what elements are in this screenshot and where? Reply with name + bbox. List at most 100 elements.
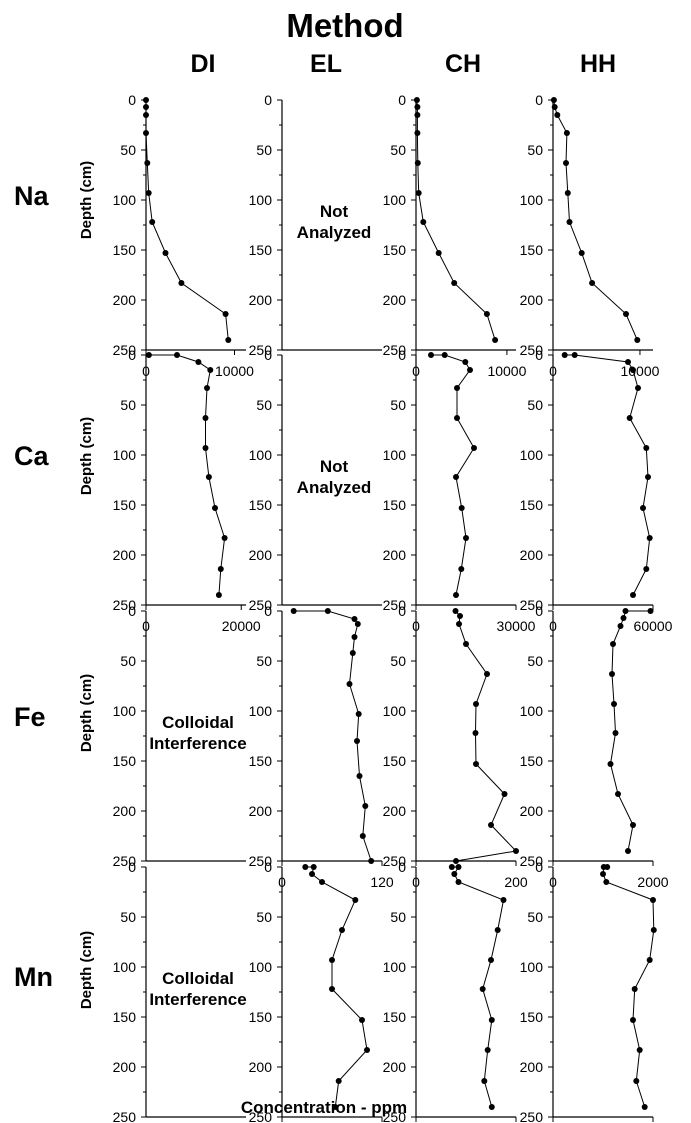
- data-point: [329, 957, 335, 963]
- data-point: [561, 352, 568, 358]
- data-point: [600, 871, 606, 877]
- y-tick-label: 50: [120, 397, 136, 413]
- y-tick-label: 150: [383, 753, 407, 769]
- data-point: [352, 897, 359, 903]
- panel-mn-hh: 0501001502002500600: [520, 859, 657, 1123]
- data-point: [633, 1078, 640, 1084]
- x-tick-label: 10000: [620, 363, 659, 379]
- data-point: [452, 608, 459, 614]
- data-point: [290, 608, 297, 614]
- y-tick-label: 150: [249, 753, 273, 769]
- data-point: [571, 352, 578, 358]
- data-point: [615, 791, 621, 797]
- x-tick-label: 10000: [487, 363, 526, 379]
- data-point: [453, 474, 459, 480]
- y-tick-label: 100: [113, 447, 137, 463]
- y-tick-label: 150: [113, 497, 137, 513]
- data-point: [335, 1078, 342, 1084]
- data-point: [455, 879, 462, 885]
- panel-ca-hh: 050100150200250060000: [520, 347, 673, 634]
- data-point: [205, 474, 212, 480]
- y-tick-label: 250: [383, 342, 407, 358]
- y-tick-label: 150: [520, 1009, 544, 1025]
- data-point: [650, 897, 656, 903]
- y-tick-label: 200: [249, 803, 273, 819]
- data-point: [612, 730, 619, 736]
- panel-mn-ch: 0501001502002500600: [383, 859, 517, 1123]
- data-point: [488, 822, 494, 828]
- y-axis-label-mn: Depth (cm): [78, 931, 95, 1009]
- y-tick-label: 150: [249, 1009, 273, 1025]
- data-point: [346, 681, 353, 687]
- data-point: [222, 311, 229, 317]
- data-point: [643, 445, 650, 451]
- y-tick-label: 250: [520, 853, 544, 869]
- y-tick-label: 100: [383, 192, 407, 208]
- y-tick-label: 0: [398, 92, 406, 108]
- panel-na-di: 050100150200250010000: [113, 92, 255, 379]
- data-point: [202, 415, 209, 421]
- y-tick-label: 200: [113, 1059, 137, 1075]
- data-point: [623, 311, 629, 317]
- series-line: [416, 99, 496, 341]
- data-point: [453, 858, 459, 864]
- data-point: [500, 897, 507, 903]
- data-point: [462, 359, 469, 365]
- y-tick-label: 250: [113, 342, 137, 358]
- data-point: [620, 615, 627, 621]
- data-point: [471, 445, 477, 451]
- data-point: [646, 957, 653, 963]
- data-point: [356, 773, 363, 779]
- data-point: [302, 864, 309, 870]
- data-point: [551, 104, 558, 110]
- y-tick-label: 250: [249, 853, 273, 869]
- y-tick-label: 200: [113, 803, 137, 819]
- y-tick-label: 250: [113, 853, 137, 869]
- column-header-di: DI: [191, 50, 216, 78]
- panel-ca-ch: 050100150200250030000: [383, 347, 536, 634]
- data-point: [332, 1104, 339, 1110]
- y-tick-label: 0: [264, 92, 272, 108]
- row-label-ca: Ca: [14, 441, 49, 471]
- data-point: [625, 359, 631, 365]
- y-tick-label: 250: [249, 1109, 273, 1123]
- y-tick-label: 50: [256, 653, 272, 669]
- data-point: [413, 97, 420, 103]
- y-tick-label: 0: [264, 603, 272, 619]
- row-label-fe: Fe: [14, 702, 46, 732]
- panel-mn-di: 0 50 100 150 200 250 Colloidal Interference: [113, 859, 247, 1123]
- data-point: [603, 879, 610, 885]
- data-point: [162, 250, 169, 256]
- data-point: [600, 864, 607, 870]
- y-tick-label: 0: [398, 859, 406, 875]
- data-point: [463, 641, 469, 647]
- panel-fe-hh: 05010015020025002000: [520, 603, 669, 890]
- data-point: [145, 352, 152, 358]
- data-point: [625, 848, 631, 854]
- data-point: [309, 871, 315, 877]
- data-point: [563, 130, 570, 136]
- data-point: [178, 280, 185, 286]
- y-tick-label: 150: [383, 1009, 407, 1025]
- y-tick-label: 150: [249, 497, 273, 513]
- data-point: [212, 505, 218, 511]
- data-point: [351, 616, 358, 622]
- y-tick-label: 150: [249, 242, 273, 258]
- panel-fe-el: 0501001502002500120: [249, 603, 394, 890]
- y-tick-label: 200: [520, 547, 544, 563]
- data-point: [513, 848, 519, 854]
- data-point: [217, 566, 224, 572]
- y-tick-label: 50: [527, 142, 543, 158]
- data-point: [414, 104, 421, 110]
- data-point: [488, 1104, 495, 1110]
- panel-ca-di: 050100150200250020000: [113, 347, 261, 634]
- y-tick-label: 50: [256, 142, 272, 158]
- panel-na-ch: 050100150200250010000: [383, 92, 527, 379]
- y-tick-label: 250: [520, 597, 544, 613]
- data-point: [364, 1047, 370, 1053]
- y-tick-label: 0: [535, 859, 543, 875]
- y-tick-label: 200: [520, 803, 544, 819]
- data-point: [630, 822, 636, 828]
- data-point: [610, 641, 616, 647]
- y-tick-label: 100: [383, 703, 407, 719]
